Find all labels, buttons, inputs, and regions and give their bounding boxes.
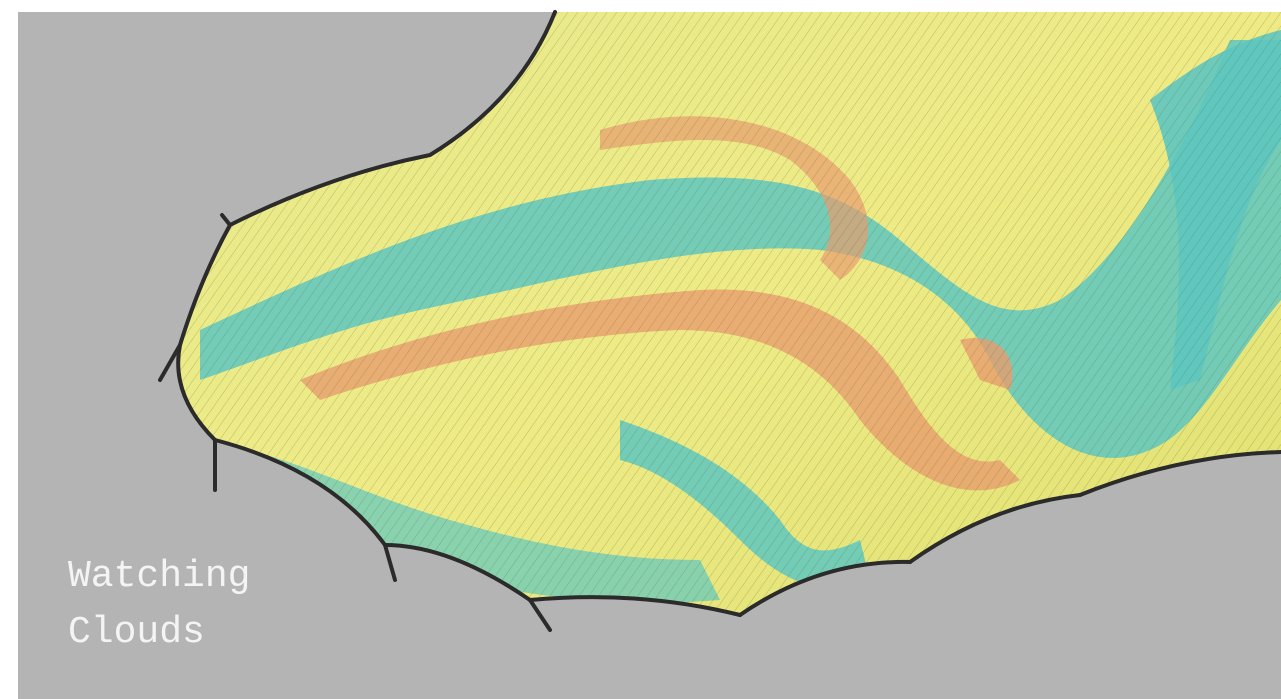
marbled-cloud <box>178 12 1281 615</box>
caption-line: Clouds <box>68 611 205 654</box>
caption-line: Watching <box>68 555 250 598</box>
cloud-outline <box>158 10 1281 632</box>
